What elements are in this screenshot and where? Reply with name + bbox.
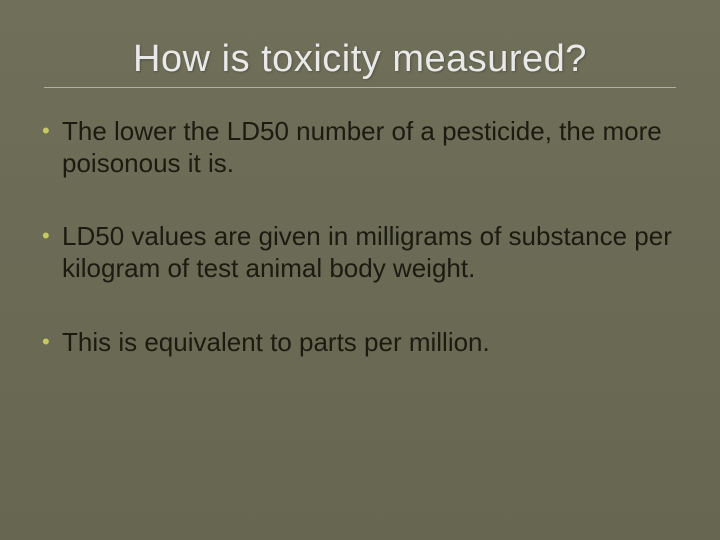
list-item: The lower the LD50 number of a pesticide… [40, 116, 680, 179]
slide: How is toxicity measured? The lower the … [0, 0, 720, 540]
bullet-list: The lower the LD50 number of a pesticide… [40, 116, 680, 359]
title-divider [44, 87, 676, 88]
slide-title: How is toxicity measured? [80, 38, 640, 81]
list-item: This is equivalent to parts per million. [40, 327, 680, 359]
list-item: LD50 values are given in milligrams of s… [40, 221, 680, 284]
